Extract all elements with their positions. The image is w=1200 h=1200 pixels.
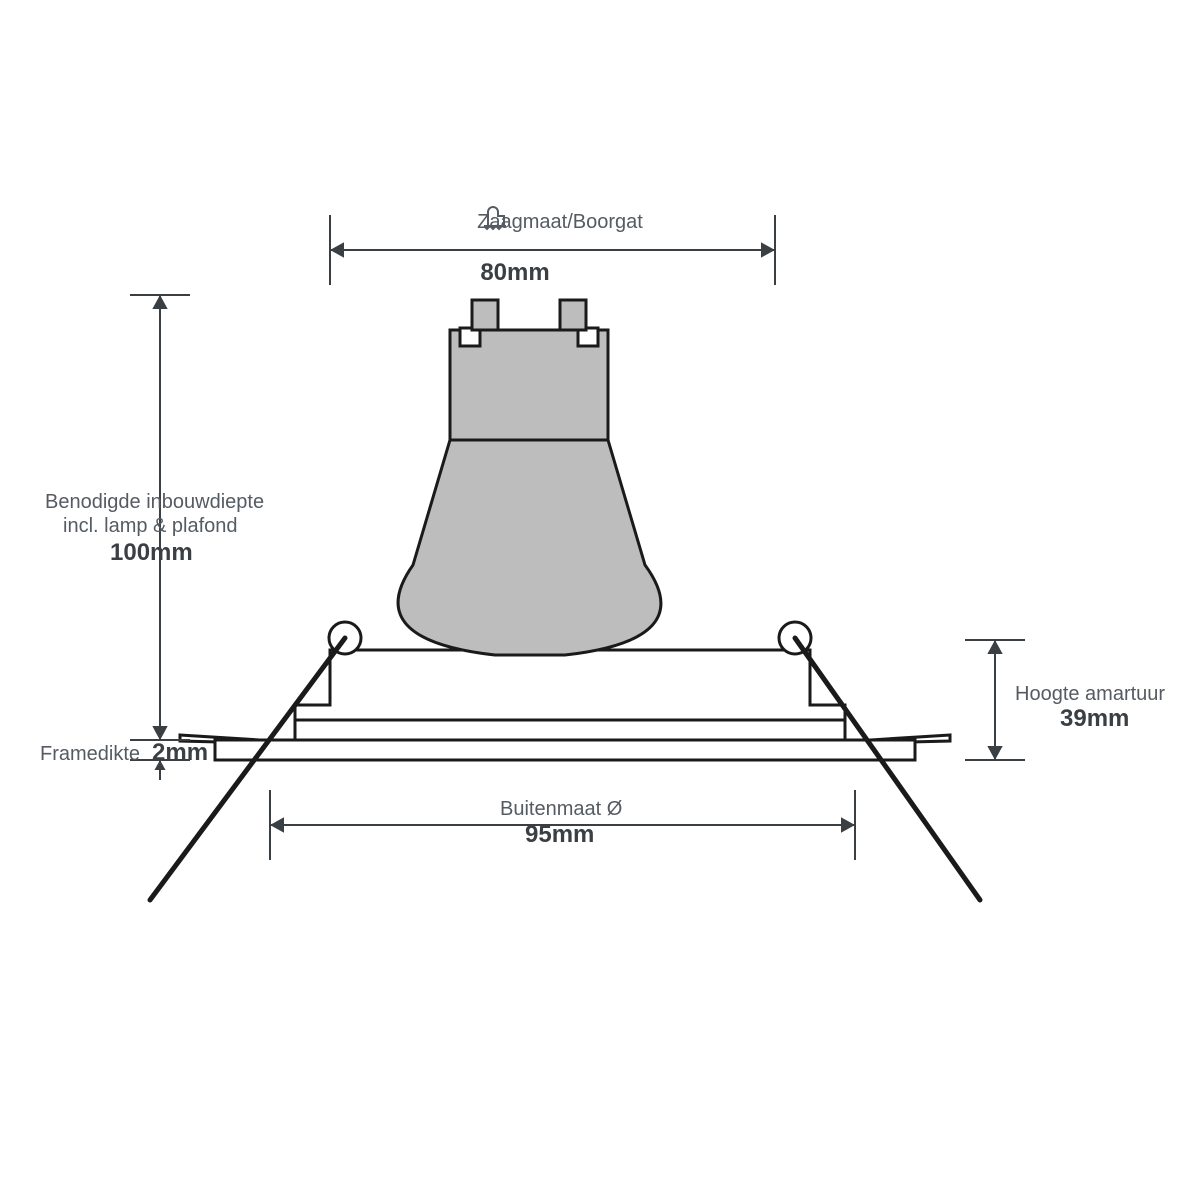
spring-wire-left — [150, 638, 345, 900]
label-hoogte: Hoogte amartuur — [1015, 683, 1165, 705]
label-inbouwdiepte-1: Benodigde inbouwdiepte — [45, 491, 264, 513]
value-buitenmaat: 95mm — [525, 821, 594, 848]
bulb-pin-1 — [560, 300, 586, 330]
label-inbouwdiepte-2: incl. lamp & plafond — [63, 515, 238, 537]
value-hoogte: 39mm — [1060, 705, 1129, 732]
label-framedikte: Framedikte — [40, 743, 140, 765]
downlight-dimension-diagram: Zaagmaat/Boorgat 80mm Buitenmaat Ø95mm Beno… — [0, 0, 1200, 1200]
label-zaagmaat: Zaagmaat/Boorgat — [477, 211, 643, 233]
value-zaagmaat: 80mm — [480, 259, 549, 286]
bulb-body — [398, 440, 661, 655]
label-buitenmaat: Buitenmaat Ø — [500, 798, 622, 820]
fixture-housing — [295, 650, 845, 740]
bulb-pin-0 — [472, 300, 498, 330]
fixture-flange — [215, 740, 915, 760]
value-inbouwdiepte: 100mm — [110, 539, 193, 566]
value-framedikte: 2mm — [152, 739, 208, 766]
spring-wire-right — [795, 638, 980, 900]
